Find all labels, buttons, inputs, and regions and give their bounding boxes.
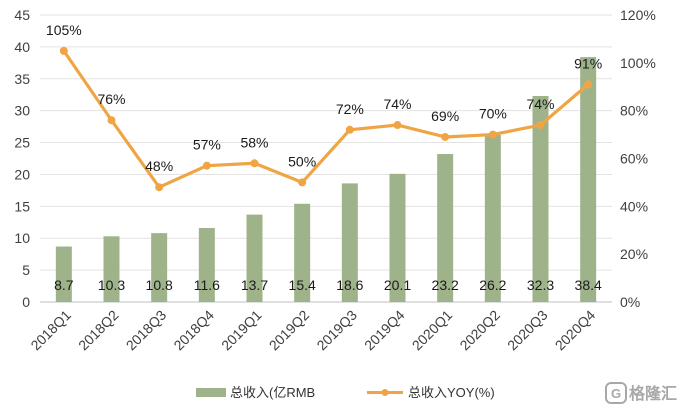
legend-bar-label: 总收入(亿RMB (230, 385, 315, 400)
left-tick-label: 5 (22, 262, 30, 278)
legend-line-marker (381, 389, 389, 396)
left-axis: 0 5 10 15 20 25 30 35 40 45 (14, 7, 30, 310)
revenue-bar-label: 10.8 (146, 277, 173, 293)
left-tick-label: 15 (14, 198, 30, 214)
left-tick-label: 0 (22, 294, 30, 310)
x-tick-label: 2019Q4 (361, 307, 408, 354)
yoy-point-labels: 105% 76% 48% 57% 58% 50% 72% 74% 69% 70% 74% 91% (46, 22, 602, 174)
yoy-point (298, 178, 307, 187)
x-tick-label: 2020Q2 (456, 307, 503, 354)
x-tick-label: 2019Q1 (218, 307, 265, 354)
revenue-bar-label: 26.2 (479, 277, 506, 293)
revenue-bar-label: 8.7 (54, 277, 74, 293)
revenue-bar-label: 23.2 (432, 277, 459, 293)
yoy-line-series (59, 46, 593, 192)
yoy-point (250, 159, 259, 168)
left-tick-label: 20 (14, 166, 30, 182)
yoy-point (59, 46, 68, 55)
yoy-point-label: 50% (288, 153, 316, 169)
x-tick-label: 2020Q4 (552, 307, 599, 354)
x-tick-label: 2019Q2 (266, 307, 313, 354)
watermark: G 格隆汇 (605, 382, 677, 404)
yoy-point (155, 183, 164, 192)
right-tick-label: 20% (620, 246, 648, 262)
right-tick-label: 0% (620, 294, 640, 310)
revenue-bar-label: 32.3 (527, 277, 554, 293)
yoy-point-label: 57% (193, 137, 221, 153)
revenue-bar (55, 246, 72, 302)
revenue-bar (103, 236, 120, 302)
revenue-bars (55, 57, 597, 303)
x-tick-label: 2020Q1 (409, 307, 456, 354)
revenue-bar-label: 11.6 (194, 277, 220, 293)
right-axis: 0% 20% 40% 60% 80% 100% 120% (620, 7, 656, 310)
yoy-point-label: 91% (574, 55, 602, 71)
yoy-point-label: 72% (336, 101, 364, 117)
yoy-point (584, 80, 593, 89)
revenue-bar (294, 203, 311, 302)
yoy-point (488, 130, 497, 139)
x-tick-label: 2018Q2 (75, 307, 122, 354)
yoy-point (536, 121, 545, 130)
revenue-bar (437, 154, 454, 302)
yoy-point-label: 74% (526, 96, 554, 112)
left-tick-label: 30 (14, 103, 30, 119)
revenue-bar-label: 20.1 (384, 277, 411, 293)
revenue-bar-label: 10.3 (98, 277, 125, 293)
yoy-point-label: 74% (383, 96, 411, 112)
yoy-point-label: 70% (479, 106, 507, 122)
left-tick-label: 35 (14, 71, 30, 87)
yoy-line (62, 49, 590, 189)
revenue-bar (341, 183, 358, 302)
revenue-bar (246, 214, 263, 302)
revenue-bar-label: 15.4 (289, 277, 316, 293)
revenue-bar-label: 13.7 (241, 277, 268, 293)
revenue-bar (151, 233, 168, 302)
x-tick-label: 2018Q4 (170, 307, 217, 354)
x-tick-label: 2020Q3 (504, 307, 551, 354)
revenue-bar (580, 57, 597, 302)
yoy-point-label: 69% (431, 108, 459, 124)
x-tick-label: 2018Q3 (123, 307, 170, 354)
x-tick-label: 2018Q1 (27, 307, 74, 354)
left-tick-label: 25 (14, 135, 30, 151)
revenue-bar (532, 95, 549, 303)
right-tick-label: 100% (620, 55, 656, 71)
revenue-bar (198, 228, 215, 302)
revenue-bar-label: 18.6 (336, 277, 363, 293)
legend-bar-swatch (196, 388, 226, 397)
yoy-point-label: 48% (145, 158, 173, 174)
watermark-logo-icon (605, 382, 627, 404)
left-tick-label: 40 (14, 39, 30, 55)
watermark-text: 格隆汇 (629, 384, 677, 403)
right-tick-label: 60% (620, 151, 648, 167)
yoy-point (393, 121, 402, 130)
legend: 总收入(亿RMB 总收入YOY(%) (196, 385, 495, 400)
yoy-point (107, 116, 116, 125)
yoy-point-label: 58% (240, 134, 268, 150)
yoy-point-label: 105% (46, 22, 82, 38)
yoy-point (345, 125, 354, 134)
yoy-point (202, 161, 211, 170)
x-tick-label: 2019Q3 (313, 307, 360, 354)
right-tick-label: 120% (620, 7, 656, 23)
left-tick-label: 45 (14, 7, 30, 23)
svg-text:G: G (611, 386, 621, 401)
revenue-bar (484, 134, 501, 302)
revenue-bar (389, 173, 406, 302)
revenue-bar-labels: 8.7 10.3 10.8 11.6 13.7 15.4 18.6 20.1 23.2 26.2 3… (54, 277, 602, 293)
yoy-point (441, 132, 450, 141)
right-tick-label: 40% (620, 198, 648, 214)
yoy-point-label: 76% (97, 91, 125, 107)
left-tick-label: 10 (14, 230, 30, 246)
revenue-bar-label: 38.4 (575, 277, 602, 293)
x-axis: 2018Q1 2018Q2 2018Q3 2018Q4 2019Q1 2019Q2 2019… (27, 307, 598, 354)
gridlines (40, 14, 612, 303)
right-tick-label: 80% (620, 103, 648, 119)
legend-line-label: 总收入YOY(%) (408, 385, 495, 400)
